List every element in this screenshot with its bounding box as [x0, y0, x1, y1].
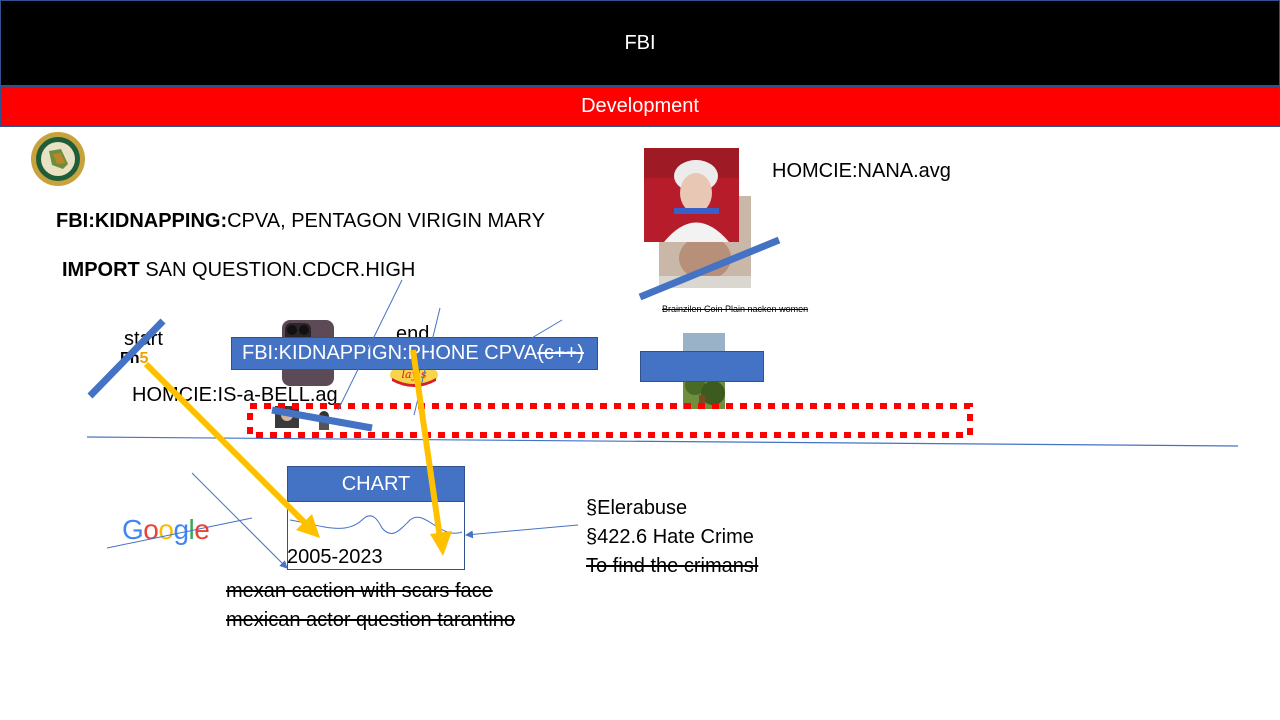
- phone-cpva-box: FBI:KIDNAPPIGN:PHONE CPVA(c++): [231, 337, 598, 370]
- portrait-photo: [644, 148, 739, 242]
- start-label: start: [124, 328, 163, 350]
- google-letter-e: e: [194, 514, 210, 545]
- dotted-red-rectangle: [247, 403, 973, 438]
- find-criminal-label: To find the crimansl: [586, 555, 759, 577]
- subheader-bar: Development: [0, 86, 1280, 127]
- chart-body: [287, 501, 465, 570]
- import-line: IMPORT SAN QUESTION.CDCR.HIGH: [62, 259, 415, 282]
- hate-crime-label: §422.6 Hate Crime: [586, 526, 754, 548]
- homcie-nana-label: HOMCIE:NANA.avg: [772, 160, 951, 182]
- phone-cpva-strike: (c++): [537, 342, 584, 364]
- google-letter-o2: o: [158, 514, 174, 545]
- import-rest: SAN QUESTION.CDCR.HIGH: [139, 259, 416, 281]
- phone-cpva-text: FBI:KIDNAPPIGN:PHONE CPVA: [242, 342, 538, 364]
- blue-strike-queen: [638, 236, 781, 301]
- kidnapping-line: FBI:KIDNAPPING:CPVA, PENTAGON VIRIGIN MA…: [56, 210, 545, 233]
- subheader-title: Development: [581, 95, 699, 117]
- chart-header-label: CHART: [341, 472, 411, 495]
- brainzilen-caption: Brainzilen Coin Plain nacken women: [662, 304, 809, 314]
- homcie-bell-label: HOMCIE:IS-a-BELL.ag: [132, 384, 338, 406]
- google-logo: Google: [122, 514, 210, 546]
- kidnapping-rest: CPVA, PENTAGON VIRIGIN MARY: [227, 210, 545, 232]
- thin-arrow-legal: [465, 524, 579, 539]
- small-face-image: [275, 406, 299, 428]
- state-seal-logo: [30, 131, 86, 187]
- elderabuse-label: §Elerabuse: [586, 497, 688, 519]
- chart-header: CHART: [287, 466, 465, 502]
- years-label: 2005-2023: [287, 546, 383, 568]
- google-letter-g: G: [122, 514, 144, 545]
- google-letter-g2: g: [173, 514, 189, 545]
- mexican-line-1: mexan caction with scars face: [226, 580, 493, 602]
- header-title: FBI: [624, 31, 656, 54]
- fn5-key-icon: Fn5: [120, 350, 149, 367]
- small-figure-image: [316, 410, 332, 430]
- mexican-line-2: mexican actor question tarantino: [226, 609, 516, 631]
- header-bar: FBI: [0, 0, 1280, 86]
- google-letter-o1: o: [143, 514, 159, 545]
- import-bold: IMPORT: [62, 259, 140, 281]
- blank-blue-box: [640, 351, 764, 382]
- kidnapping-bold: FBI:KIDNAPPING:: [56, 210, 228, 232]
- separator-line: [86, 436, 1239, 447]
